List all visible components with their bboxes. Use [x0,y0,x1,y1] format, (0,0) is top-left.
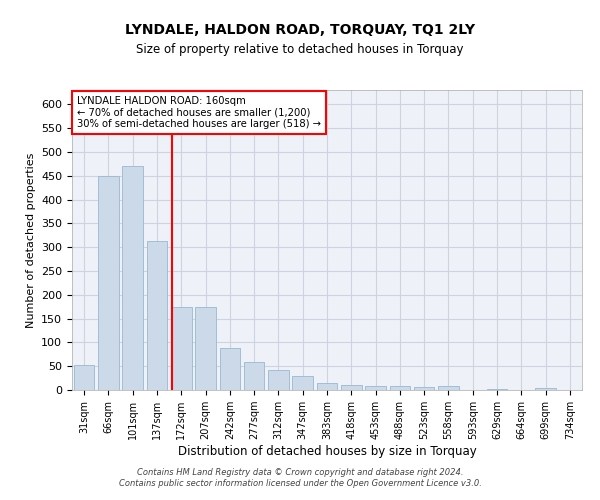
Bar [438,386,459,390]
Bar [487,388,508,390]
Bar [389,386,410,390]
Bar [171,306,191,390]
X-axis label: Distribution of detached houses by size in Torquay: Distribution of detached houses by size … [178,445,476,458]
Bar [414,386,434,390]
Bar [122,166,143,390]
Bar [146,242,167,390]
Bar [74,365,94,390]
Bar [341,385,362,390]
Bar [98,176,119,390]
Text: LYNDALE HALDON ROAD: 160sqm
← 70% of detached houses are smaller (1,200)
30% of : LYNDALE HALDON ROAD: 160sqm ← 70% of det… [77,96,321,129]
Bar [220,348,240,390]
Bar [317,383,337,390]
Text: Size of property relative to detached houses in Torquay: Size of property relative to detached ho… [136,42,464,56]
Bar [292,376,313,390]
Bar [195,306,216,390]
Text: Contains HM Land Registry data © Crown copyright and database right 2024.
Contai: Contains HM Land Registry data © Crown c… [119,468,481,487]
Y-axis label: Number of detached properties: Number of detached properties [26,152,35,328]
Bar [365,386,386,390]
Bar [268,370,289,390]
Bar [535,388,556,390]
Text: LYNDALE, HALDON ROAD, TORQUAY, TQ1 2LY: LYNDALE, HALDON ROAD, TORQUAY, TQ1 2LY [125,22,475,36]
Bar [244,362,265,390]
